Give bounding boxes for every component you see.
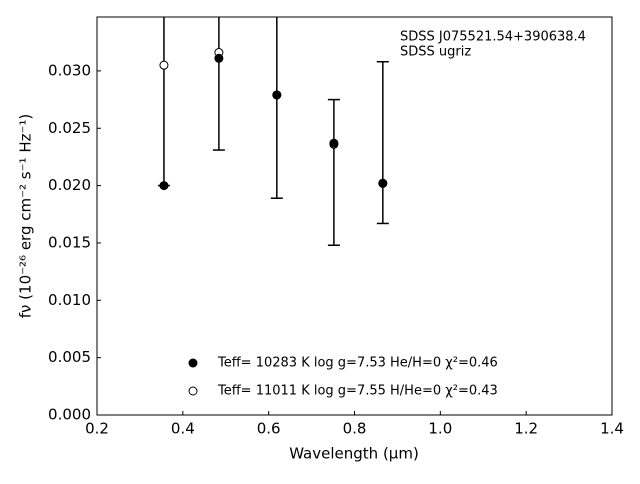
annotation: SDSS J075521.54+390638.4	[400, 30, 586, 45]
y-tick-label: 0.025	[48, 119, 91, 137]
legend-marker	[188, 386, 198, 396]
legend-label: Teff= 10283 K log g=7.53 He/H=0 χ²=0.46	[217, 356, 498, 371]
y-axis-label: fν (10⁻²⁶ erg cm⁻² s⁻¹ Hz⁻¹)	[17, 114, 35, 319]
annotation: SDSS ugriz	[400, 45, 471, 60]
y-tick-label: 0.000	[48, 406, 91, 424]
x-tick-label: 1.2	[514, 420, 538, 438]
plot-area	[157, 17, 389, 246]
y-tick-label: 0.005	[48, 348, 91, 366]
data-point	[159, 181, 169, 191]
y-tick-label: 0.010	[48, 291, 91, 309]
x-axis-label: Wavelength (μm)	[289, 445, 419, 463]
data-point	[378, 178, 388, 188]
data-point	[214, 53, 224, 63]
data-point	[272, 90, 282, 100]
legend-label: Teff= 11011 K log g=7.55 H/He=0 χ²=0.43	[217, 384, 498, 399]
x-tick-label: 0.2	[85, 420, 109, 438]
x-tick-label: 0.4	[171, 420, 195, 438]
x-tick-label: 1.4	[600, 420, 624, 438]
data-point	[159, 60, 169, 70]
legend-marker	[188, 358, 198, 368]
x-tick-label: 1.0	[428, 420, 452, 438]
data-point	[329, 138, 339, 148]
x-tick-label: 0.6	[257, 420, 281, 438]
y-tick-label: 0.015	[48, 233, 91, 251]
y-tick-label: 0.030	[48, 61, 91, 79]
x-tick-label: 0.8	[343, 420, 367, 438]
y-tick-label: 0.020	[48, 176, 91, 194]
